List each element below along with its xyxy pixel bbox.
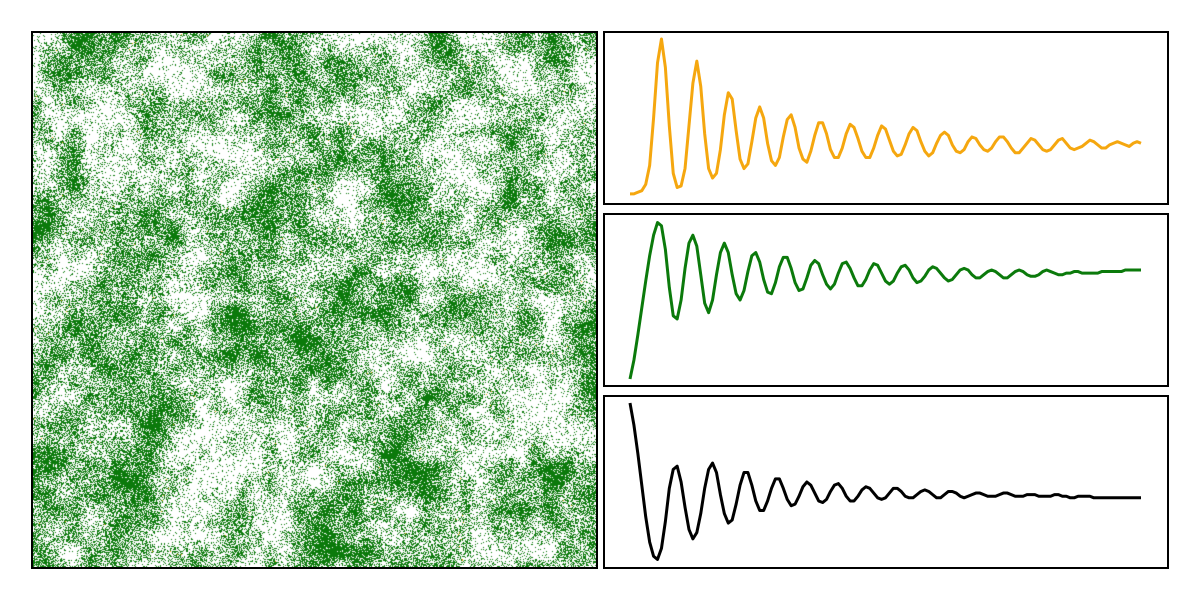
burning-series-line	[630, 37, 1142, 196]
trees-series-line	[628, 221, 1141, 380]
tree-fraction-svg	[628, 221, 1141, 380]
lattice-canvas	[33, 33, 596, 567]
empty-series-line	[628, 402, 1141, 561]
tree-fraction-plot	[603, 213, 1169, 387]
empty-fraction-svg	[628, 402, 1141, 561]
forest-fire-lattice	[31, 31, 598, 569]
burning-fraction-plot	[603, 31, 1169, 205]
burning-fraction-svg	[630, 37, 1142, 196]
empty-fraction-plot	[603, 395, 1169, 569]
